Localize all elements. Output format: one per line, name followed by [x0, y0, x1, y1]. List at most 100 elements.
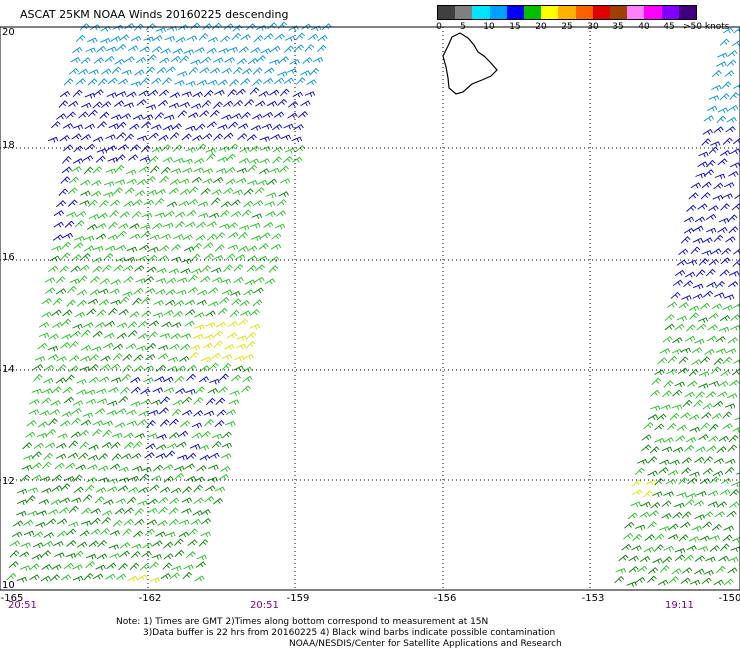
wind-barb — [720, 543, 730, 552]
wind-barb — [129, 311, 140, 318]
wind-barb — [713, 182, 724, 190]
wind-barb — [23, 530, 35, 537]
wind-barb — [715, 335, 726, 343]
wind-barb — [711, 523, 722, 531]
wind-barb — [683, 280, 694, 288]
wind-barb — [206, 233, 217, 241]
wind-barb — [308, 33, 319, 41]
wind-barb — [101, 516, 112, 525]
wind-barb — [221, 289, 233, 296]
wind-barb — [83, 245, 95, 252]
wind-barb — [155, 531, 166, 538]
wind-barb — [214, 420, 225, 428]
wind-barb — [40, 476, 51, 482]
wind-barb — [93, 89, 104, 96]
wind-barb — [148, 331, 158, 339]
wind-barb — [702, 237, 713, 244]
wind-barb — [162, 562, 173, 570]
wind-barb — [96, 222, 107, 229]
wind-barb — [685, 436, 697, 443]
wind-barb — [246, 265, 257, 273]
wind-barb — [249, 323, 261, 330]
wind-barb — [188, 528, 198, 536]
wind-barb — [722, 356, 733, 365]
wind-barb — [190, 253, 201, 262]
wind-barb — [208, 362, 219, 371]
wind-barb — [133, 365, 144, 373]
wind-barb — [200, 508, 211, 516]
wind-barb — [187, 198, 198, 206]
wind-barb — [195, 386, 206, 394]
wind-barb — [118, 223, 129, 230]
wind-barb — [58, 507, 70, 514]
wind-barb — [185, 475, 197, 482]
wind-barb — [727, 556, 739, 563]
wind-barb — [215, 168, 227, 174]
wind-barb — [663, 380, 674, 388]
wind-barb — [69, 355, 80, 362]
wind-barb — [235, 88, 246, 96]
wind-barb — [228, 143, 239, 151]
wind-barb — [133, 530, 144, 538]
wind-barb — [651, 377, 662, 386]
wind-barb — [270, 133, 281, 140]
wind-barb — [657, 579, 669, 586]
wind-barb — [267, 22, 278, 30]
wind-barb — [728, 226, 739, 234]
wind-barb — [212, 101, 223, 109]
wind-barb — [192, 509, 203, 516]
wind-barb — [168, 102, 180, 109]
wind-barb — [68, 340, 79, 349]
wind-barb — [270, 243, 282, 250]
wind-barb — [230, 290, 241, 297]
wind-barb — [667, 355, 678, 364]
wind-barb — [707, 324, 718, 331]
wind-barb — [691, 359, 702, 366]
wind-barb — [643, 421, 654, 430]
wind-barb — [97, 477, 109, 483]
wind-barb — [247, 245, 258, 252]
wind-barb — [724, 70, 735, 78]
wind-barb — [703, 569, 714, 576]
wind-barb — [109, 553, 120, 559]
wind-barb — [92, 257, 103, 263]
wind-barb — [172, 48, 183, 55]
wind-barb — [179, 188, 190, 196]
wind-barb — [260, 232, 271, 239]
wind-barb — [191, 242, 202, 251]
wind-barb — [680, 236, 691, 244]
wind-barb — [141, 310, 152, 317]
wind-barb — [684, 335, 696, 342]
wind-barb — [733, 137, 740, 145]
wind-barb — [717, 52, 728, 59]
wind-barb — [643, 546, 655, 553]
wind-barb — [168, 507, 179, 515]
wind-barb — [618, 554, 629, 562]
wind-barb — [25, 431, 36, 438]
wind-barb — [306, 79, 317, 86]
wind-barb — [700, 192, 711, 200]
wind-barb — [272, 156, 283, 164]
wind-barb — [166, 201, 178, 208]
wind-barb — [121, 69, 132, 76]
wind-barb — [231, 298, 242, 306]
wind-barb — [299, 70, 311, 77]
wind-barb — [164, 210, 175, 217]
wind-barb — [95, 564, 106, 571]
wind-barb — [654, 533, 665, 541]
wind-barb — [231, 374, 242, 382]
wind-barb — [176, 277, 188, 284]
wind-barb — [176, 441, 187, 448]
wind-barb — [271, 233, 282, 240]
wind-barb — [632, 479, 642, 487]
wind-barb — [31, 462, 42, 469]
wind-barb — [654, 423, 665, 431]
wind-barb — [163, 309, 174, 316]
wind-barb — [207, 36, 219, 43]
wind-barb — [194, 575, 205, 582]
wind-barb — [182, 571, 193, 580]
wind-barb — [300, 100, 311, 107]
wind-barb — [232, 24, 243, 32]
wind-barb — [734, 417, 740, 421]
wind-barb — [264, 67, 275, 74]
